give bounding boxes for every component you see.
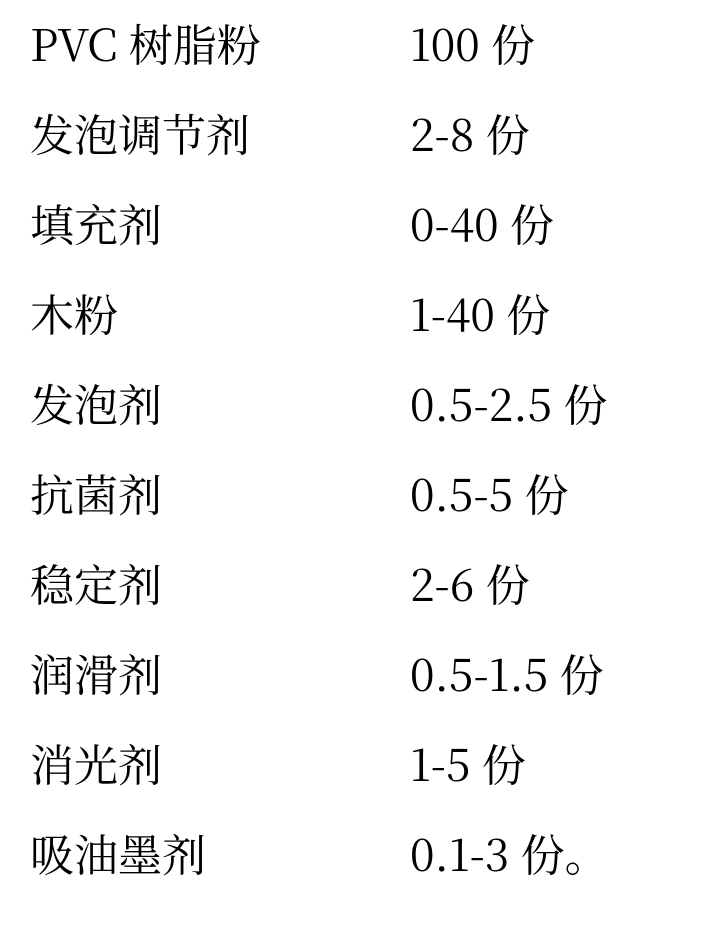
table-row: 木粉 1-40 份 — [30, 290, 694, 380]
ingredient-name: 吸油墨剂 — [30, 830, 410, 874]
ingredient-value: 0.5-2.5 份 — [410, 380, 694, 424]
ingredients-table: PVC 树脂粉 100 份 发泡调节剂 2-8 份 填充剂 0-40 份 木粉 … — [0, 0, 724, 944]
ingredient-name: 填充剂 — [30, 200, 410, 244]
ingredient-value: 2-8 份 — [410, 110, 694, 154]
ingredient-name: 稳定剂 — [30, 560, 410, 604]
ingredient-name: 木粉 — [30, 290, 410, 334]
table-row: 发泡调节剂 2-8 份 — [30, 110, 694, 200]
ingredient-value: 2-6 份 — [410, 560, 694, 604]
ingredient-name: 发泡剂 — [30, 380, 410, 424]
ingredient-value: 1-40 份 — [410, 290, 694, 334]
table-row: PVC 树脂粉 100 份 — [30, 20, 694, 110]
table-row: 填充剂 0-40 份 — [30, 200, 694, 290]
ingredient-name: 润滑剂 — [30, 650, 410, 694]
table-row: 吸油墨剂 0.1-3 份。 — [30, 830, 694, 920]
ingredient-value: 0.1-3 份。 — [410, 830, 694, 874]
ingredient-name: 消光剂 — [30, 740, 410, 784]
ingredient-name: 发泡调节剂 — [30, 110, 410, 154]
ingredient-value: 0.5-5 份 — [410, 470, 694, 514]
ingredient-value: 0.5-1.5 份 — [410, 650, 694, 694]
table-row: 稳定剂 2-6 份 — [30, 560, 694, 650]
table-row: 消光剂 1-5 份 — [30, 740, 694, 830]
ingredient-value: 1-5 份 — [410, 740, 694, 784]
ingredient-name: PVC 树脂粉 — [30, 20, 410, 64]
table-row: 润滑剂 0.5-1.5 份 — [30, 650, 694, 740]
ingredient-value: 0-40 份 — [410, 200, 694, 244]
ingredient-value: 100 份 — [410, 20, 694, 64]
table-row: 发泡剂 0.5-2.5 份 — [30, 380, 694, 470]
ingredient-name: 抗菌剂 — [30, 470, 410, 514]
table-row: 抗菌剂 0.5-5 份 — [30, 470, 694, 560]
